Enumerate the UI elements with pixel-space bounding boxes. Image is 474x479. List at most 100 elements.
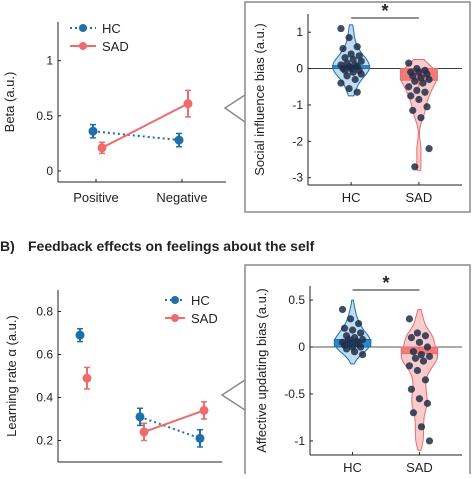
lr-hc-standalone-point bbox=[75, 330, 85, 340]
data-point-hc bbox=[357, 57, 365, 65]
significance-star: * bbox=[382, 273, 389, 293]
y-tick-label: -3 bbox=[292, 171, 303, 185]
data-point-hc bbox=[357, 70, 365, 78]
data-point-sad bbox=[423, 343, 432, 351]
significance-star: * bbox=[381, 1, 388, 21]
social-influence-violin-chart: -3 -2 -1 0 1 Social influence bias (a.u.) HC SA… bbox=[252, 1, 462, 205]
y-tick-label: -2 bbox=[292, 134, 303, 148]
data-point-sad bbox=[423, 70, 431, 78]
x-tick-label: Positive bbox=[73, 190, 119, 205]
data-point-sad bbox=[411, 77, 419, 85]
beta-line-chart: 0 0.5 1 Beta (a.u.) Positive Negative HC SAD bbox=[2, 21, 226, 205]
legend-label: SAD bbox=[102, 39, 129, 54]
data-point-sad bbox=[425, 352, 434, 361]
data-point-sad bbox=[413, 86, 421, 95]
data-point-hc bbox=[356, 343, 365, 351]
data-point-hc bbox=[358, 335, 367, 344]
section-b-letter: B) bbox=[0, 238, 15, 254]
y-axis-label: Social influence bias (a.u.) bbox=[252, 23, 267, 175]
data-point-sad bbox=[421, 332, 430, 340]
data-point-sad bbox=[409, 348, 418, 356]
data-point-hc bbox=[349, 68, 357, 76]
x-tick-label: HC bbox=[343, 460, 362, 474]
data-point-sad bbox=[411, 163, 419, 171]
data-point-sad bbox=[421, 88, 429, 96]
data-point-hc bbox=[341, 66, 349, 74]
lr-hc-line bbox=[139, 415, 201, 440]
data-point-sad bbox=[417, 423, 426, 431]
data-point-sad bbox=[405, 362, 414, 370]
y-axis-label: Beta (a.u.) bbox=[2, 72, 17, 133]
data-point-sad bbox=[411, 354, 420, 362]
y-tick-label: 1 bbox=[296, 25, 303, 39]
legend-marker bbox=[171, 314, 179, 322]
legend-marker bbox=[171, 296, 179, 304]
data-point-sad bbox=[421, 376, 430, 384]
data-point-hc bbox=[346, 315, 355, 323]
lr-sad-line bbox=[143, 409, 205, 433]
data-point-sad bbox=[409, 106, 417, 115]
y-tick-label: 0 bbox=[296, 62, 303, 76]
y-tick-label: 0 bbox=[298, 340, 305, 354]
y-tick-label: 0.2 bbox=[36, 434, 53, 448]
zoom-box-bottom bbox=[244, 264, 471, 479]
data-point-hc bbox=[343, 72, 351, 80]
data-point-sad bbox=[407, 334, 416, 342]
data-point-hc bbox=[354, 319, 363, 328]
data-point-hc bbox=[348, 326, 357, 334]
legend-label: HC bbox=[191, 293, 210, 308]
beta-hc-point bbox=[174, 135, 184, 145]
y-axis-label: Affective updating bias (a.u.) bbox=[254, 288, 269, 453]
data-point-hc bbox=[353, 43, 361, 51]
data-point-sad bbox=[409, 409, 418, 417]
y-tick-label: -1 bbox=[294, 434, 305, 448]
data-point-sad bbox=[415, 395, 424, 403]
x-tick-label: SAD bbox=[406, 460, 433, 474]
legend-label: SAD bbox=[191, 311, 218, 326]
y-tick-label: 0.6 bbox=[36, 348, 53, 362]
section-b-title: Feedback effects on feelings about the s… bbox=[28, 238, 315, 254]
series-line-sad bbox=[101, 102, 189, 149]
data-point-sad bbox=[417, 350, 426, 359]
zoom-box-top bbox=[244, 1, 471, 213]
legend-marker bbox=[79, 24, 87, 32]
data-point-sad bbox=[423, 103, 431, 111]
beta-sad-point bbox=[97, 143, 107, 153]
data-point-sad bbox=[405, 315, 414, 323]
lr-hc-pair-point bbox=[135, 412, 145, 422]
learning-rate-chart: 0.2 0.4 0.6 0.8 Learning rate α (a.u.) HC SAD bbox=[4, 290, 222, 463]
data-point-hc bbox=[351, 75, 359, 84]
beta-hc-point bbox=[88, 126, 98, 136]
data-point-sad bbox=[407, 92, 415, 100]
affective-updating-violin-chart: -1 -0.5 0 0.5 Affective updating bias (a.u.)… bbox=[254, 273, 462, 475]
data-point-hc bbox=[356, 329, 365, 337]
y-tick-label: 0.5 bbox=[36, 109, 53, 123]
y-tick-label: 0.4 bbox=[36, 391, 53, 405]
data-point-hc bbox=[339, 44, 347, 53]
data-point-sad bbox=[419, 357, 428, 365]
data-point-sad bbox=[409, 72, 417, 80]
data-point-hc bbox=[341, 54, 349, 62]
data-point-sad bbox=[407, 385, 416, 393]
lr-sad-standalone-point bbox=[82, 373, 92, 383]
data-point-hc bbox=[345, 84, 353, 93]
data-point-hc bbox=[350, 348, 359, 356]
data-point-sad bbox=[423, 399, 432, 407]
y-tick-label: 0.8 bbox=[36, 305, 53, 319]
y-tick-label: -0.5 bbox=[284, 387, 305, 401]
data-point-hc bbox=[358, 350, 367, 359]
data-point-hc bbox=[349, 55, 357, 64]
data-point-sad bbox=[417, 114, 425, 122]
data-point-sad bbox=[415, 95, 423, 104]
data-point-hc bbox=[337, 24, 345, 33]
data-point-hc bbox=[340, 324, 349, 332]
x-tick-label: SAD bbox=[406, 190, 433, 205]
zoom-notch-top bbox=[223, 94, 246, 123]
data-point-hc bbox=[337, 79, 345, 87]
y-axis-label: Learning rate α (a.u.) bbox=[4, 315, 19, 437]
data-point-hc bbox=[338, 305, 347, 314]
data-point-hc bbox=[355, 52, 363, 60]
data-point-sad bbox=[425, 145, 433, 153]
x-tick-label: Negative bbox=[156, 190, 207, 205]
